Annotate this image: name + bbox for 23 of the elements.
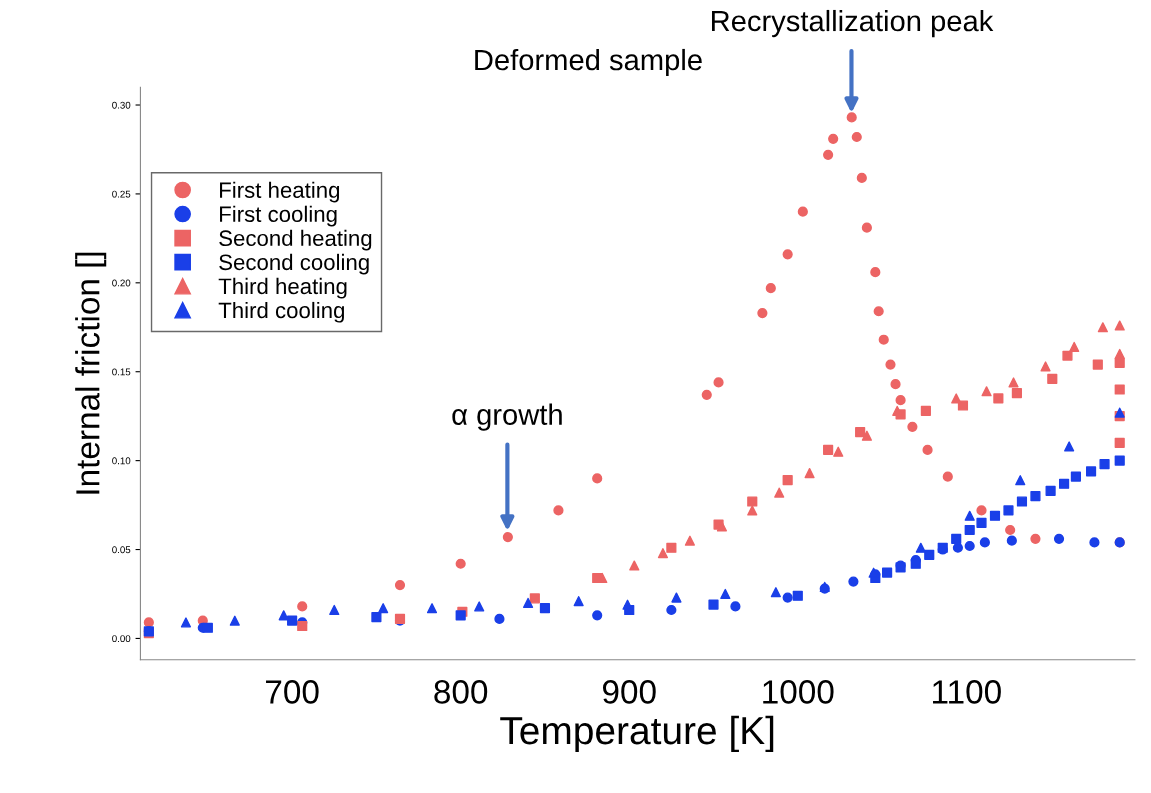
legend-label: Second cooling xyxy=(219,253,369,275)
y-tick-label: 0.15 xyxy=(112,368,131,376)
legend-label: First cooling xyxy=(220,205,337,227)
x-tick-label: 1000 xyxy=(763,680,834,704)
y-tick-label: 0.30 xyxy=(112,101,131,109)
x-tick-label: 800 xyxy=(434,680,488,704)
text: Recrystallization peak xyxy=(712,9,994,38)
legend-label: First heating xyxy=(220,181,340,203)
chart-title: Deformed sample xyxy=(475,48,702,77)
y-tick-label: 0.10 xyxy=(112,457,131,465)
y-axis-title: Internal friction [] xyxy=(75,252,107,494)
x-tick-label: 900 xyxy=(602,680,656,704)
x-tick-label: 1100 xyxy=(933,680,1001,704)
legend-label: Third heating xyxy=(218,277,347,299)
y-tick-label: 0.00 xyxy=(112,635,131,643)
x-tick-label: 700 xyxy=(266,680,319,704)
legend-label: Second heating xyxy=(219,229,372,251)
y-tick-label: 0.25 xyxy=(112,190,131,198)
legend-label: Third cooling xyxy=(218,301,344,323)
y-tick-label: 0.05 xyxy=(112,546,131,554)
annotation: α growth xyxy=(452,403,562,431)
x-axis-title: Temperature [K] xyxy=(500,715,774,753)
y-tick-label: 0.20 xyxy=(112,279,131,287)
